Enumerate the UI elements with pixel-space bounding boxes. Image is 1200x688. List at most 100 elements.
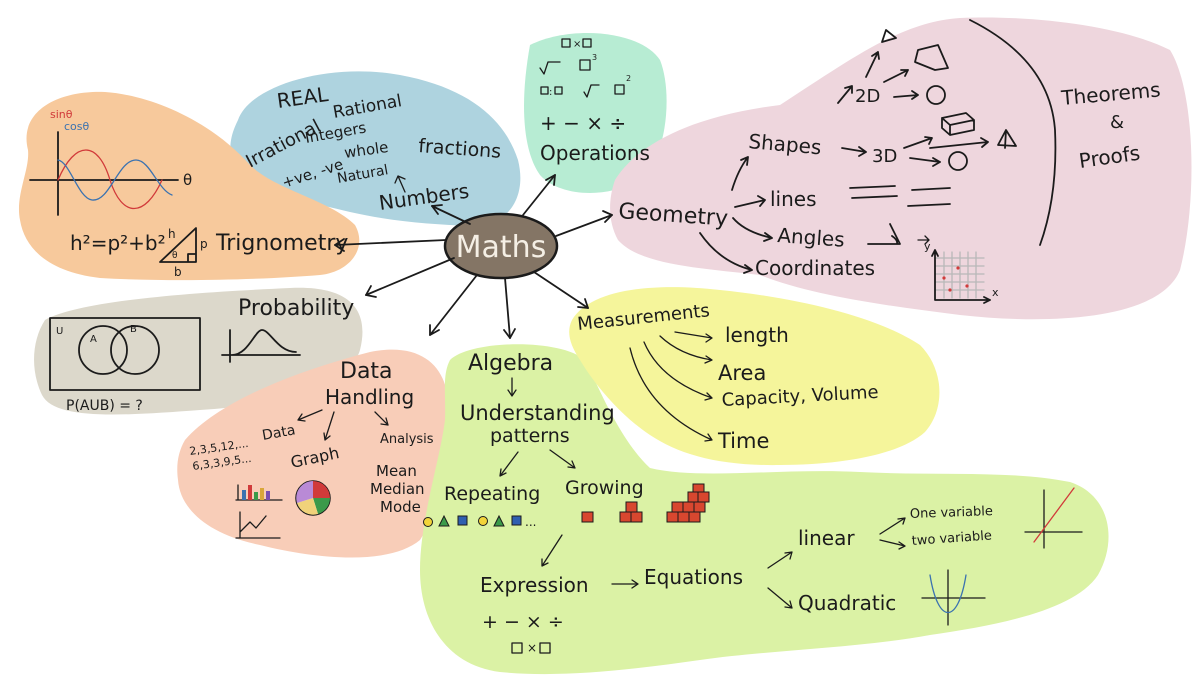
data-title-1: Data xyxy=(340,359,393,384)
data-analysis: Analysis xyxy=(380,432,434,447)
spoke-algebra xyxy=(504,277,511,339)
operations-blob xyxy=(524,33,667,194)
cosine-curve xyxy=(57,159,173,201)
bell-curve xyxy=(221,329,301,363)
square-icon xyxy=(561,38,571,48)
geometry-coordinates: Coordinates xyxy=(755,256,875,280)
tetrahedron-icon xyxy=(997,129,1017,149)
spoke-probability xyxy=(365,257,455,296)
svg-text:×: × xyxy=(527,641,537,655)
trig-label: Trignometry xyxy=(215,231,348,256)
algebra-branch: Algebra Understanding patterns Repeating… xyxy=(423,351,1083,655)
square-icon xyxy=(554,86,563,95)
venn-circle-b xyxy=(110,325,160,375)
svg-text:×: × xyxy=(573,39,581,50)
algebra-expression: Expression xyxy=(480,573,589,597)
measurements-length: length xyxy=(725,323,789,347)
algebra-repeating: Repeating xyxy=(444,483,540,505)
trig-formula: h²=p²+b² xyxy=(70,231,166,255)
operations-branch: × 3 : 2 + − × ÷ Operations xyxy=(539,38,650,165)
algebra-one-var: One variable xyxy=(910,504,994,522)
geometry-amp: & xyxy=(1110,112,1124,133)
spoke-numbers xyxy=(431,205,471,225)
lines-icon xyxy=(907,187,951,207)
venn-a: A xyxy=(90,334,97,345)
coordinate-grid: x xyxy=(931,249,999,304)
venn-box xyxy=(49,317,201,391)
trig-branch: sinθ cosθ θ h²=p²+b² h p b θ Trignometry xyxy=(29,108,348,279)
measurement-blob xyxy=(569,287,940,466)
trig-theta-label: θ xyxy=(183,171,192,189)
measurements-time: Time xyxy=(717,429,769,453)
spoke-geometry xyxy=(555,214,613,237)
cuboid-icon xyxy=(941,112,975,136)
venn-u: U xyxy=(56,326,63,337)
quadratic-graph-icon xyxy=(921,569,986,626)
geometry-angles: Angles xyxy=(777,223,846,252)
geometry-lines: lines xyxy=(770,187,817,211)
spoke-trig xyxy=(334,239,447,246)
root-icon xyxy=(583,84,600,98)
data-mean: Mean xyxy=(376,462,417,480)
algebra-equations: Equations xyxy=(644,565,743,589)
measurements-area: Area xyxy=(718,361,766,385)
data-median: Median xyxy=(370,480,425,498)
venn-b: B xyxy=(130,324,137,335)
spoke-data xyxy=(429,274,478,336)
trig-cos-label: cosθ xyxy=(64,120,90,133)
pie-chart-icon xyxy=(295,480,331,516)
algebra-blob xyxy=(420,344,1109,675)
sine-curve xyxy=(57,149,163,209)
operations-symbols: + − × ÷ xyxy=(540,111,626,135)
square-icon xyxy=(614,84,625,95)
numbers-whole: whole xyxy=(343,138,389,162)
angle-icon xyxy=(867,223,901,245)
algebra-understanding: Understanding xyxy=(460,401,615,425)
probability-formula: P(AUB) = ? xyxy=(66,398,143,414)
svg-text:2: 2 xyxy=(626,74,631,83)
trig-sin-label: sinθ xyxy=(50,108,73,121)
square-icon xyxy=(579,59,591,71)
probability-branch: Probability U A B P(AUB) = ? xyxy=(49,296,354,414)
triangle-icon xyxy=(881,29,897,43)
center-label: Maths xyxy=(456,230,547,265)
linear-graph-icon xyxy=(1024,487,1083,549)
spoke-measurement xyxy=(533,271,589,309)
probability-label: Probability xyxy=(238,296,354,321)
axis-x-label: x xyxy=(992,286,999,299)
data-data: Data xyxy=(261,422,297,444)
center-spokes xyxy=(334,174,613,339)
geometry-branch: Geometry Shapes 2D 3D lines Angles Coord… xyxy=(618,19,1161,304)
repeating-pattern-icons: ... xyxy=(423,514,536,529)
sphere-icon xyxy=(948,151,968,171)
spoke-operations xyxy=(522,174,556,216)
circle-icon xyxy=(926,85,946,105)
algebra-two-var: two variable xyxy=(911,528,992,549)
numbers-blob xyxy=(230,71,521,227)
svg-text::: : xyxy=(549,87,552,98)
line-graph-icon xyxy=(235,511,281,539)
algebra-growing: Growing xyxy=(565,477,644,499)
geometry-3d: 3D xyxy=(872,146,897,167)
algebra-linear: linear xyxy=(798,526,855,550)
theorems-bracket xyxy=(969,19,1057,246)
bar-chart-icon xyxy=(235,484,283,501)
center-node[interactable] xyxy=(443,212,559,280)
square-icon xyxy=(582,38,592,48)
algebra-ops: + − × ÷ xyxy=(482,611,564,633)
trig-blob xyxy=(18,91,360,281)
parallel-lines-icon xyxy=(849,185,898,199)
svg-text:3: 3 xyxy=(592,53,597,62)
square-icon xyxy=(540,86,549,95)
algebra-patterns: patterns xyxy=(490,425,570,447)
trig-tri-theta: θ xyxy=(172,251,178,261)
algebra-label: Algebra xyxy=(468,351,553,376)
pattern-ellipsis: ... xyxy=(525,515,536,529)
axis-y-label: y xyxy=(924,240,931,253)
box-times-box: × xyxy=(511,641,551,655)
venn-circle-a xyxy=(78,325,128,375)
data-mode: Mode xyxy=(380,498,421,516)
right-triangle-icon xyxy=(159,227,197,263)
